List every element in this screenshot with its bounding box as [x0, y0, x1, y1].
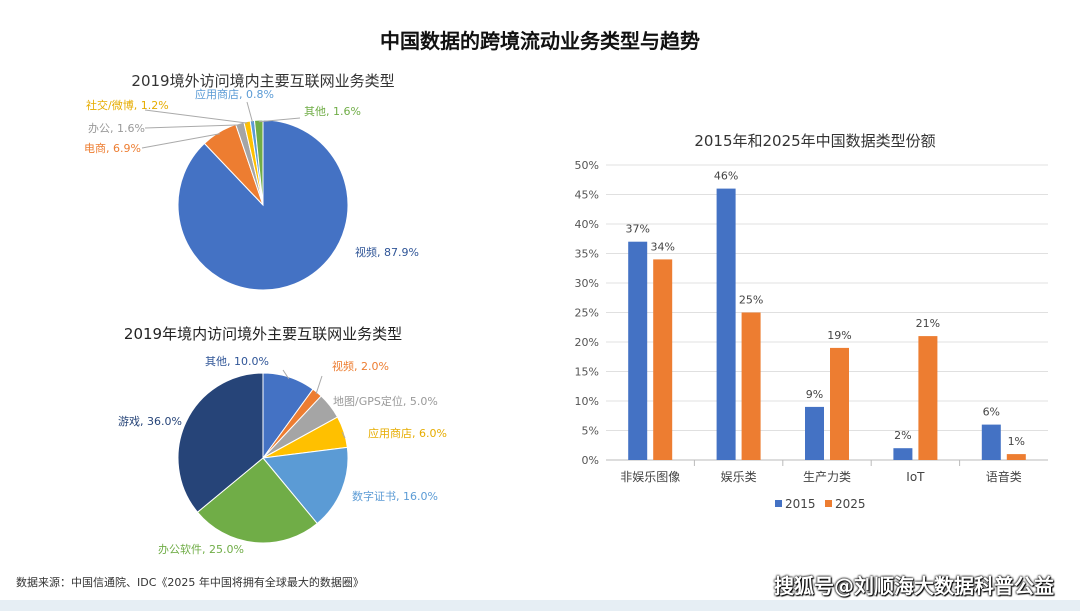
y-tick-label: 10% [575, 395, 599, 408]
bar-2015 [805, 406, 824, 460]
slice-label: 游戏, 36.0% [118, 415, 182, 428]
bar-chart: 0% 5% 10% 15% 20% 25% 30% 35% 40% 45% 50% 非娱乐图像 37%3… [575, 159, 1048, 511]
y-tick-label: 40% [575, 218, 599, 231]
slice-label: 社交/微博, 1.2% [86, 98, 169, 112]
leader-line [144, 124, 241, 129]
data-label: 37% [625, 223, 649, 236]
pie-slice [262, 446, 349, 525]
data-label: 34% [650, 240, 674, 253]
data-label: 9% [806, 388, 823, 401]
slice-label: 电商, 6.9% [84, 141, 141, 155]
pie-slice [177, 372, 264, 513]
legend-swatch [825, 500, 832, 507]
y-tick-label: 5% [582, 425, 599, 438]
player-bar [0, 600, 1080, 611]
pie1-title: 2019境外访问境内主要互联网业务类型 [131, 72, 394, 90]
y-tick-label: 50% [575, 159, 599, 172]
x-tick-label: 语音类 [986, 469, 1022, 484]
y-tick-label: 35% [575, 248, 599, 261]
bar-2015 [893, 448, 913, 460]
pie-slice [253, 119, 264, 206]
slice-label: 办公, 1.6% [88, 122, 145, 135]
slice-label: 视频, 2.0% [332, 359, 389, 373]
bar-title: 2015年和2025年中国数据类型份额 [694, 132, 935, 150]
slice-label: 其他, 1.6% [304, 105, 361, 118]
data-label: 6% [983, 406, 1000, 419]
leader-line [282, 369, 290, 380]
watermark: 搜狐号@刘顺海大数据科普公益 [774, 574, 1054, 598]
page-title: 中国数据的跨境流动业务类型与趋势 [380, 29, 700, 53]
data-label: 46% [714, 170, 738, 183]
bar-2025 [830, 347, 849, 460]
slice-label: 应用商店, 6.0% [368, 426, 447, 440]
y-tick-label: 25% [575, 307, 599, 320]
data-label: 25% [739, 294, 763, 307]
slice-label: 其他, 10.0% [205, 355, 269, 368]
data-label: 2% [894, 429, 911, 442]
data-label: 19% [827, 329, 851, 342]
bar-2025 [918, 336, 938, 460]
pie1: 视频, 87.9% 电商, 6.9% 办公, 1.6% 社交/微博, 1.2% 应用商店… [84, 87, 419, 291]
leader-line [341, 432, 346, 439]
bar-2015 [628, 241, 648, 460]
legend-swatch [775, 500, 782, 507]
y-tick-label: 0% [582, 454, 599, 467]
x-tick-label: 娱乐类 [721, 470, 757, 484]
legend-label: 2015 [785, 497, 816, 511]
y-tick-label: 30% [575, 277, 599, 290]
slice-label: 办公软件, 25.0% [158, 542, 244, 556]
x-tick-label: 生产力类 [803, 470, 851, 484]
bar-2025 [653, 259, 673, 460]
bar-2025 [1006, 454, 1026, 460]
y-tick-label: 15% [575, 366, 599, 379]
bar-2025 [741, 312, 761, 460]
y-tick-label: 45% [575, 189, 599, 202]
data-label: 21% [916, 317, 940, 330]
source-note: 数据来源：中国信通院、IDC《2025 年中国将拥有全球最大的数据圈》 [16, 576, 364, 589]
y-tick-label: 20% [575, 336, 599, 349]
slice-label: 应用商店, 0.8% [195, 87, 274, 101]
leader-line [141, 133, 221, 149]
bar-2015 [716, 188, 736, 460]
legend-label: 2025 [835, 497, 866, 511]
leader-line [246, 101, 254, 123]
pie-slice [196, 457, 318, 544]
slice-label: 视频, 87.9% [355, 245, 419, 259]
bar-2015 [981, 424, 1001, 460]
x-tick-label: 非娱乐图像 [620, 470, 680, 484]
leader-line [144, 109, 248, 124]
leader-line [315, 375, 323, 394]
leader-line [258, 117, 301, 123]
slice-label: 数字证书, 16.0% [352, 489, 438, 503]
data-label: 1% [1008, 435, 1025, 448]
pie2-title: 2019年境内访问境外主要互联网业务类型 [124, 325, 402, 343]
pie2: 其他, 10.0% 视频, 2.0% 地图/GPS定位, 5.0% 应用商店, 6.0… [118, 355, 447, 556]
slice-label: 地图/GPS定位, 5.0% [333, 394, 438, 408]
x-tick-label: IoT [906, 470, 925, 484]
